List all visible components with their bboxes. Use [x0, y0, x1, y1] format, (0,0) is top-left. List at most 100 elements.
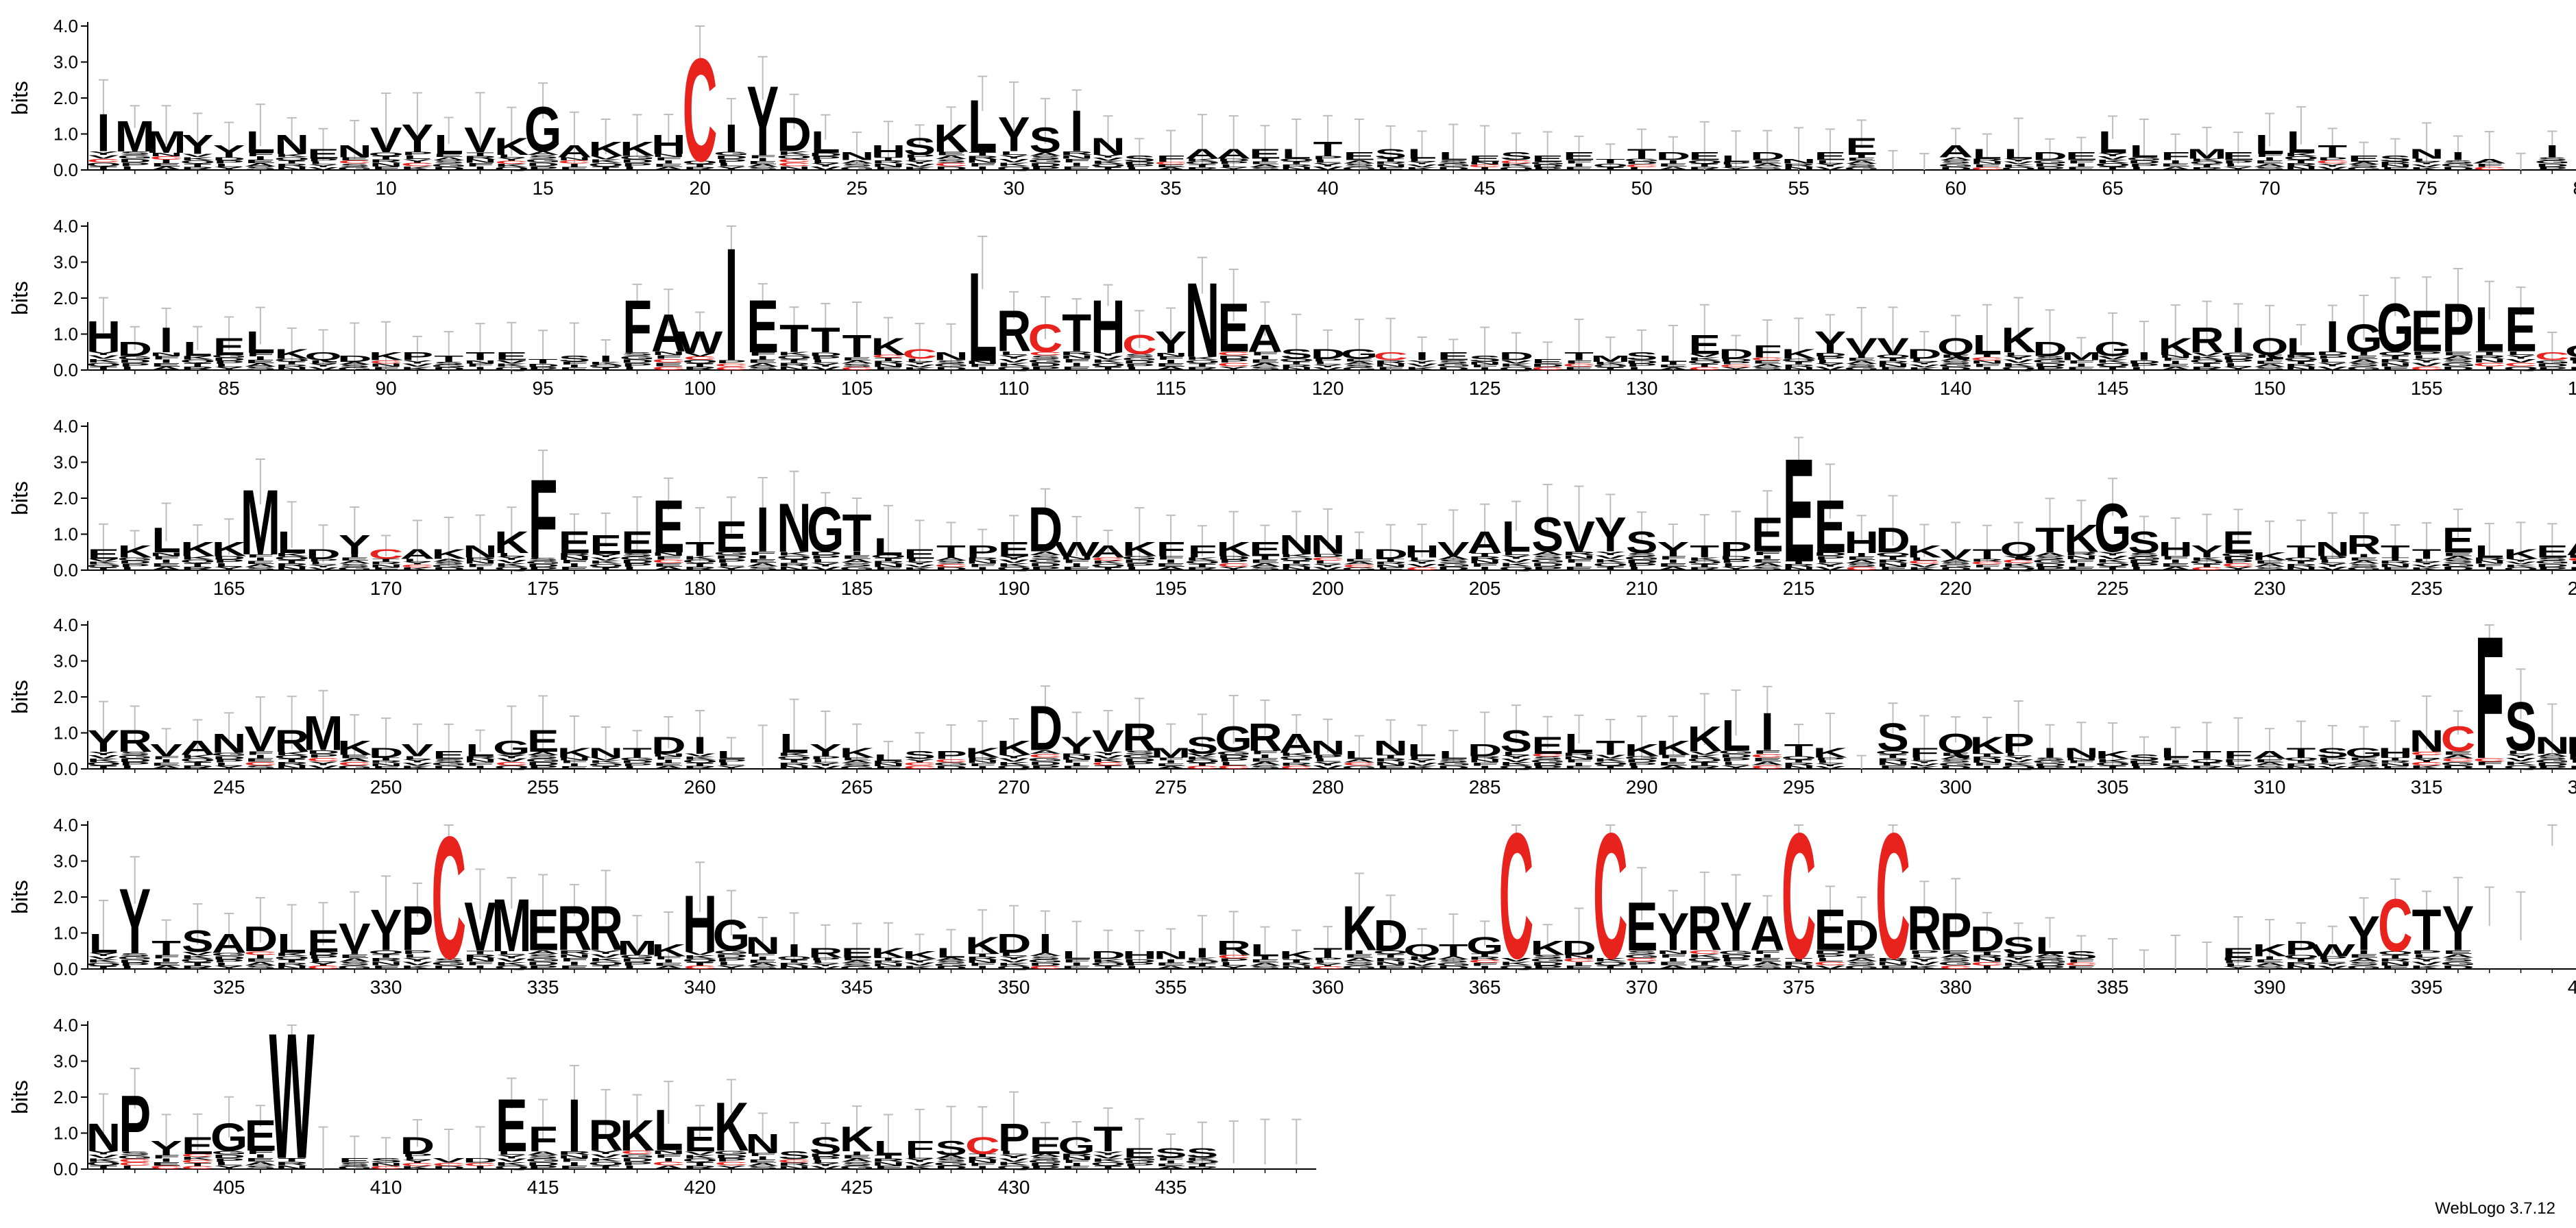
logo-letter-minor: T — [686, 1161, 714, 1166]
logo-letter-minor: T — [1973, 753, 2002, 758]
logo-letter-minor: D — [119, 158, 151, 163]
logo-letter: W — [677, 324, 722, 360]
logo-letter-minor: A — [2442, 953, 2475, 959]
logo-letter-minor: C — [149, 156, 182, 161]
logo-letter-minor: G — [2032, 959, 2068, 964]
logo-letter-minor: N — [1562, 554, 1595, 560]
logo-letter-minor: T — [1690, 961, 1718, 967]
logo-letter-minor: K — [1091, 560, 1124, 565]
logo-letter-minor: V — [1407, 563, 1437, 568]
logo-letter: Y — [1594, 507, 1627, 562]
logo-letter-minor: C — [1971, 356, 2004, 361]
logo-letter-minor: V — [2505, 757, 2536, 763]
logo-letter-minor: T — [90, 365, 118, 371]
logo-letter-minor: T — [2381, 354, 2409, 360]
logo-letter-minor: I — [1479, 367, 1491, 371]
y-tick-label: 0.0 — [53, 560, 78, 580]
logo-letter-minor: T — [278, 959, 306, 963]
logo-letter: C — [2441, 720, 2476, 759]
logo-letter-minor: Q — [1781, 358, 1816, 363]
logo-letter-minor: L — [906, 157, 934, 162]
logo-letter-minor: F — [2067, 759, 2095, 764]
logo-letter: A — [1248, 316, 1283, 360]
logo-letter-minor: C — [715, 363, 748, 368]
logo-letter-minor: D — [715, 1153, 748, 1159]
logo-letter-minor: V — [308, 567, 339, 572]
logo-letter-minor: Y — [1595, 550, 1625, 556]
logo-letter-minor: L — [2413, 354, 2441, 360]
logo-letter-minor: F — [2381, 365, 2409, 371]
logo-letter-minor: Y — [2318, 763, 2348, 768]
logo-letter-minor: L — [404, 755, 432, 760]
logo-letter-minor: G — [1530, 161, 1566, 165]
logo-letter-minor: L — [1628, 366, 1656, 371]
logo-letter-minor: K — [1908, 367, 1941, 371]
logo-letter-minor: Q — [996, 765, 1032, 770]
logo-letter-minor: A — [1939, 755, 1972, 760]
logo-letter-minor: N — [2285, 765, 2318, 770]
logo-letter-minor: L — [1816, 558, 1845, 564]
logo-letter: L — [2035, 932, 2065, 959]
logo-letter-minor: Q — [588, 763, 624, 768]
logo-letter-minor: R — [1186, 566, 1219, 571]
logo-letter-minor: T — [1785, 957, 1813, 962]
logo-letter: E — [1814, 897, 1846, 963]
logo-letter-minor: Q — [1687, 360, 1723, 365]
logo-letter: N — [2315, 538, 2350, 561]
logo-letter-minor: P — [810, 355, 840, 360]
logo-letter-minor: F — [1565, 759, 1593, 763]
logo-letter: T — [685, 538, 715, 561]
logo-letter-minor: T — [2287, 957, 2316, 963]
logo-letter-minor: P — [528, 366, 558, 371]
logo-letter-minor: F — [247, 554, 275, 558]
logo-letter-minor: T — [2099, 166, 2127, 171]
logo-letter: Y — [1814, 324, 1846, 360]
logo-letter: E — [2411, 298, 2443, 364]
logo-letter: D — [243, 920, 278, 959]
logo-letter-minor: F — [1062, 1159, 1091, 1164]
logo-letter-minor: T — [1785, 360, 1813, 365]
logo-letter-minor: Q — [682, 160, 718, 165]
logo-letter-minor: T — [1785, 759, 1813, 763]
logo-letter-minor: G — [525, 158, 561, 164]
logo-letter-minor: G — [117, 355, 153, 360]
x-tick-label: 405 — [213, 1177, 245, 1198]
logo-letter: K — [2095, 749, 2130, 761]
logo-letter: K — [934, 116, 969, 160]
logo-letter-minor: T — [1189, 1163, 1217, 1168]
logo-letter: D — [1028, 693, 1063, 764]
logo-letter-minor: T — [969, 1153, 997, 1158]
logo-letter: D — [1091, 949, 1126, 961]
y-tick-label: 0.0 — [53, 959, 78, 979]
logo-letter: T — [1093, 1120, 1123, 1159]
x-tick-label: 240 — [2568, 578, 2576, 599]
logo-letter-minor: A — [2159, 367, 2192, 371]
logo-letter: S — [558, 354, 590, 364]
logo-letter-minor: L — [1910, 358, 1939, 363]
logo-letter-minor: R — [1468, 556, 1501, 561]
logo-letter-minor: S — [936, 1157, 966, 1163]
logo-letter: D — [1028, 494, 1063, 565]
logo-letter-minor: T — [278, 160, 306, 164]
logo-letter-minor: P — [1030, 166, 1060, 171]
logo-letter: A — [1091, 542, 1126, 561]
logo-letter-minor: A — [338, 757, 371, 763]
logo-letter-minor: L — [2004, 752, 2032, 757]
logo-letter-minor: C — [2473, 757, 2506, 763]
logo-letter-minor: D — [2033, 763, 2066, 768]
logo-letter-minor: K — [87, 959, 120, 963]
logo-letter-minor: E — [1564, 166, 1594, 171]
logo-letter-minor: A — [1154, 1166, 1187, 1170]
logo-letter-minor: G — [2440, 961, 2476, 967]
logo-letter-minor: I — [2263, 156, 2276, 161]
logo-letter-minor: Y — [308, 164, 338, 169]
logo-letter: L — [873, 1137, 903, 1159]
logo-letter-minor: V — [1909, 364, 1940, 369]
logo-letter: I — [725, 214, 738, 395]
logo-letter-minor: T — [184, 162, 212, 167]
logo-letter: S — [1280, 346, 1313, 362]
logo-letter-minor: E — [245, 560, 276, 565]
logo-letter: D — [1468, 741, 1503, 760]
logo-letter-minor: C — [306, 965, 339, 970]
logo-letter: T — [2286, 542, 2316, 561]
